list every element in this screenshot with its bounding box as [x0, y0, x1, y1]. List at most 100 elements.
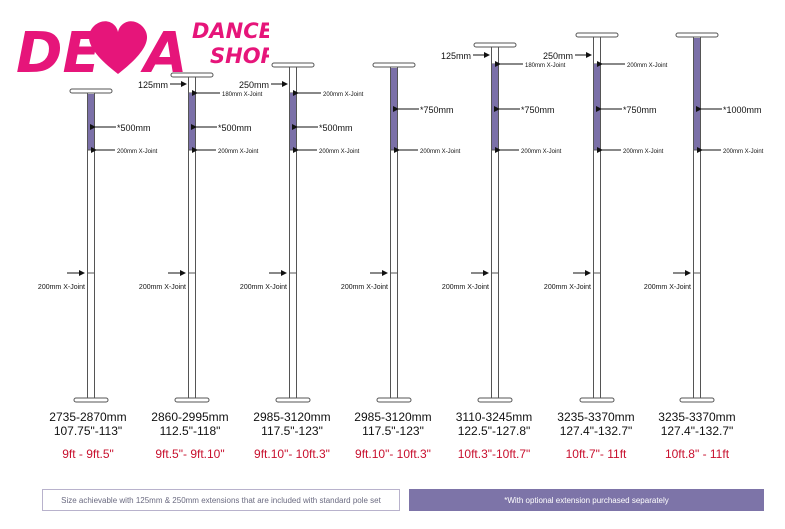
x-joint-200-arrow-head [495, 147, 501, 153]
purple-segment-label: *750mm [623, 105, 657, 115]
pole-ft-range: 10ft.8" - 11ft [664, 447, 730, 461]
mid-x-joint-label: 200mm X-Joint [544, 284, 591, 291]
pole-top-plate [473, 42, 517, 48]
extension-joint-label: 200mm X-Joint [323, 92, 364, 98]
mid-x-joint-arrow-head [685, 270, 691, 276]
mid-x-joint-arrow-head [483, 270, 489, 276]
extension-joint-arrow-head [597, 61, 603, 67]
purple-segment-label: *500mm [319, 123, 353, 133]
pole-measurement-3: 2985-3120mm 117.5"-123" 9ft.10"- 10ft.3" [237, 410, 347, 461]
extension-arrow-head [586, 52, 592, 58]
pole-measurement-2: 2860-2995mm 112.5"-118" 9ft.5"- 9ft.10" [135, 410, 245, 461]
purple-segment-arrow-head [596, 106, 602, 112]
optional-extension-note: *With optional extension purchased separ… [409, 489, 764, 511]
mid-x-joint-label: 200mm X-Joint [240, 284, 287, 291]
mid-x-joint-arrow-head [585, 270, 591, 276]
extension-joint-label: 180mm X-Joint [222, 92, 263, 98]
pole-measurement-7: 3235-3370mm 127.4"-132.7" 10ft.8" - 11ft [642, 410, 752, 461]
pole-ft-range: 9ft - 9ft.5" [62, 447, 114, 461]
optional-extension-segment [290, 93, 296, 150]
x-joint-200-label: 200mm X-Joint [623, 149, 664, 155]
extension-length-label: 125mm [138, 80, 168, 90]
pole-mm-range: 2985-3120mm [354, 410, 432, 424]
pole-mm-range: 3110-3245mm [455, 410, 533, 424]
pole-mm-range: 2735-2870mm [49, 410, 127, 424]
extension-length-label: 250mm [543, 51, 573, 61]
logo-de-text: DE [16, 21, 101, 82]
pole-ft-range: 9ft.10"- 10ft.3" [254, 447, 330, 461]
purple-segment-arrow-head [90, 124, 96, 130]
pole-base-plate [477, 397, 513, 403]
mid-x-joint-arrow-head [382, 270, 388, 276]
pole-top-plate [575, 32, 619, 38]
pole-ft-range: 9ft.5"- 9ft.10" [155, 447, 225, 461]
optional-extension-segment [189, 93, 195, 150]
purple-segment-label: *500mm [117, 123, 151, 133]
x-joint-200-label: 200mm X-Joint [420, 149, 461, 155]
pole-measurement-1: 2735-2870mm 107.75"-113" 9ft - 9ft.5" [33, 410, 143, 461]
x-joint-200-arrow-head [597, 147, 603, 153]
purple-segment-arrow-head [696, 106, 702, 112]
pole-top-plate [372, 62, 416, 68]
standard-extension-note: Size achievable with 125mm & 250mm exten… [42, 489, 400, 511]
optional-extension-segment [88, 94, 94, 150]
extension-joint-arrow-head [495, 61, 501, 67]
extension-joint-label: 200mm X-Joint [627, 63, 668, 69]
mid-x-joint-arrow-head [281, 270, 287, 276]
mid-x-joint-label: 200mm X-Joint [139, 284, 186, 291]
heart-icon [88, 21, 148, 75]
purple-segment-arrow-head [191, 124, 197, 130]
pole-ft-range: 10ft.3"-10ft.7" [457, 447, 531, 461]
mid-x-joint-label: 200mm X-Joint [442, 284, 489, 291]
purple-segment-label: *750mm [420, 105, 454, 115]
pole-inch-range: 122.5"-127.8" [457, 424, 531, 438]
pole-inch-range: 127.4"-132.7" [559, 424, 633, 438]
pole-inch-range: 107.75"-113" [53, 424, 123, 438]
pole-base-plate [376, 397, 412, 403]
extension-joint-label: 180mm X-Joint [525, 63, 566, 69]
extension-joint-arrow-head [192, 90, 198, 96]
x-joint-200-label: 200mm X-Joint [117, 149, 158, 155]
x-joint-200-arrow-head [293, 147, 299, 153]
mid-x-joint-label: 200mm X-Joint [644, 284, 691, 291]
pole-ft-range: 9ft.10"- 10ft.3" [355, 447, 431, 461]
logo-a-text: A [140, 21, 187, 82]
purple-segment-arrow-head [393, 106, 399, 112]
pole-base-plate [275, 397, 311, 403]
mid-x-joint-arrow-head [79, 270, 85, 276]
pole-measurement-6: 3235-3370mm 127.4"-132.7" 10ft.7"- 11ft [541, 410, 651, 461]
pole-base-plate [73, 397, 109, 403]
x-joint-200-arrow-head [394, 147, 400, 153]
purple-segment-label: *1000mm [723, 105, 762, 115]
extension-joint-arrow-head [293, 90, 299, 96]
extension-length-label: 125mm [441, 51, 471, 61]
extension-arrow-head [181, 81, 187, 87]
x-joint-200-label: 200mm X-Joint [723, 149, 764, 155]
x-joint-200-label: 200mm X-Joint [521, 149, 562, 155]
pole-top-plate [675, 32, 719, 38]
mid-x-joint-label: 200mm X-Joint [341, 284, 388, 291]
pole-base-plate [174, 397, 210, 403]
pole-inch-range: 117.5"-123" [261, 424, 323, 438]
purple-segment-arrow-head [494, 106, 500, 112]
pole-measurement-4: 2985-3120mm 117.5"-123" 9ft.10"- 10ft.3" [338, 410, 448, 461]
pole-mm-range: 2860-2995mm [151, 410, 229, 424]
purple-segment-arrow-head [292, 124, 298, 130]
extension-arrow-head [282, 81, 288, 87]
logo-shop-text: SHOP [210, 44, 269, 68]
x-joint-200-label: 200mm X-Joint [218, 149, 259, 155]
pole-mm-range: 2985-3120mm [253, 410, 331, 424]
x-joint-200-arrow-head [91, 147, 97, 153]
x-joint-200-arrow-head [192, 147, 198, 153]
logo-dance-text: DANCE [192, 19, 269, 43]
mid-x-joint-label: 200mm X-Joint [38, 284, 85, 291]
pole-inch-range: 117.5"-123" [362, 424, 424, 438]
extension-arrow-head [484, 52, 490, 58]
purple-segment-label: *500mm [218, 123, 252, 133]
pole-mm-range: 3235-3370mm [557, 410, 635, 424]
extension-length-label: 250mm [239, 80, 269, 90]
pole-top-plate [170, 72, 214, 78]
purple-segment-label: *750mm [521, 105, 555, 115]
deva-dance-shop-logo: DE A DANCE SHOP [16, 19, 269, 82]
